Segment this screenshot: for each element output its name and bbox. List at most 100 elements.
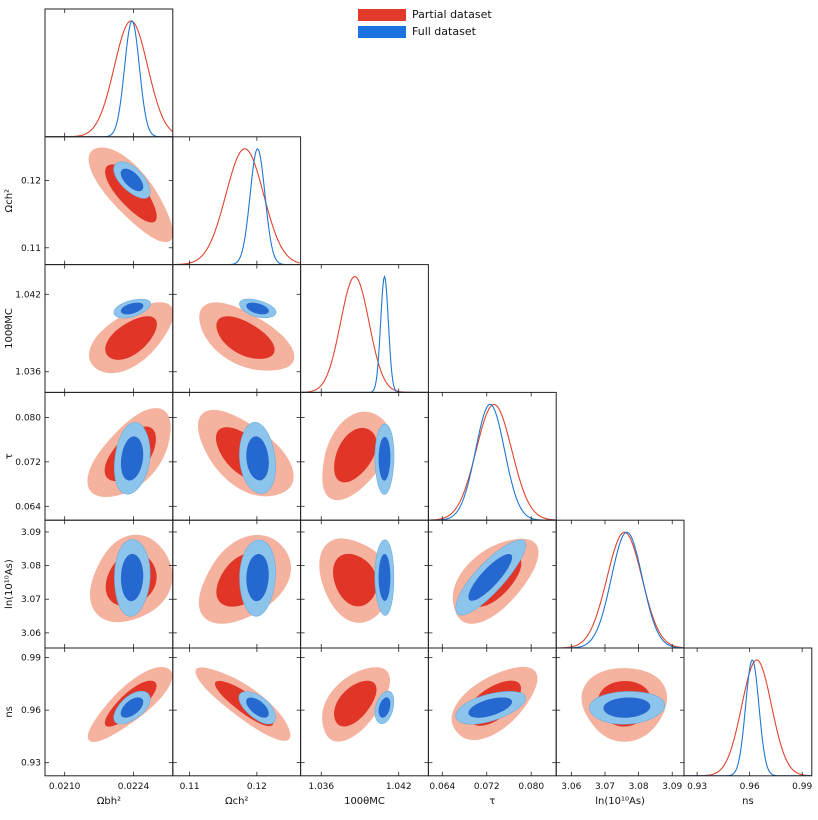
panel-tau-vs-logA xyxy=(427,519,557,649)
contour-full-68-tau-logA xyxy=(468,553,513,601)
y-tick-label-ns: 0.96 xyxy=(21,706,41,716)
marginal-partial-logA xyxy=(556,531,685,649)
contour-full-68-omch2-theta xyxy=(246,302,269,315)
contour-full-68-ombh2-omch2 xyxy=(120,168,144,192)
panel-omch2-vs-logA xyxy=(172,519,302,649)
contour-full-68-ombh2-ns xyxy=(120,697,144,718)
marginal-full-logA xyxy=(556,531,685,649)
panel-frame xyxy=(44,8,174,138)
y-tick-label-tau: 0.072 xyxy=(15,458,41,468)
x-tick-label-logA: 3.06 xyxy=(561,782,581,792)
x-axis-label-theta: 100θMC xyxy=(344,796,385,807)
y-axis-label-omch2: Ωch² xyxy=(4,189,15,213)
panel-tau-vs-ns xyxy=(427,647,557,777)
x-tick-label-logA: 3.09 xyxy=(662,782,682,792)
legend-item-partial: Partial dataset xyxy=(358,6,498,23)
panel-tau-vs-tau xyxy=(427,391,557,521)
panel-omch2-vs-theta xyxy=(172,264,302,393)
contour-full-68-theta-ns xyxy=(378,697,391,718)
contour-full-68-tau-ns xyxy=(468,697,513,718)
contour-partial-68-theta-logA xyxy=(333,553,378,607)
x-axis-label-logA: ln(10¹⁰As) xyxy=(595,796,645,807)
x-tick-label-ns: 0.93 xyxy=(687,782,707,792)
contour-full-68-omch2-logA xyxy=(246,554,269,602)
panel-ombh2-vs-tau xyxy=(44,391,174,521)
y-tick-label-omch2: 0.12 xyxy=(21,177,41,187)
contour-partial-68-theta-tau xyxy=(334,427,377,483)
contour-full-68-omch2-tau xyxy=(246,436,269,481)
panel-ombh2-vs-omch2 xyxy=(44,136,174,266)
contour-partial-68-theta-ns xyxy=(334,680,377,727)
legend-label-partial: Partial dataset xyxy=(412,8,492,21)
y-tick-label-tau: 0.064 xyxy=(15,502,41,512)
panel-ombh2-vs-ombh2 xyxy=(44,8,174,138)
panel-frame xyxy=(683,647,813,777)
y-axis-label-tau: τ xyxy=(4,453,15,459)
panel-theta-vs-tau xyxy=(300,391,429,521)
x-tick-label-ns: 0.96 xyxy=(740,782,760,792)
y-tick-label-tau: 0.080 xyxy=(15,413,41,423)
y-axis-label-ns: ns xyxy=(4,706,15,718)
x-tick-label-omch2: 0.12 xyxy=(247,782,267,792)
y-tick-label-omch2: 0.11 xyxy=(21,244,41,254)
panel-frame xyxy=(300,264,429,393)
contour-full-68-logA-ns xyxy=(603,697,651,718)
y-tick-label-ns: 0.93 xyxy=(21,759,41,769)
marginal-partial-ns xyxy=(684,659,812,776)
x-tick-label-tau: 0.072 xyxy=(474,782,500,792)
panel-frame xyxy=(555,519,685,649)
x-tick-label-tau: 0.064 xyxy=(429,782,455,792)
x-tick-label-ns: 0.99 xyxy=(792,782,812,792)
marginal-partial-tau xyxy=(428,403,557,521)
marginal-partial-omch2 xyxy=(172,148,301,265)
panel-logA-vs-logA xyxy=(555,519,685,649)
marginal-partial-ombh2 xyxy=(45,20,173,137)
y-tick-label-theta: 1.036 xyxy=(15,368,41,378)
x-tick-label-theta: 1.036 xyxy=(308,782,334,792)
panel-frame xyxy=(427,391,557,521)
marginal-partial-theta xyxy=(300,276,429,393)
contour-full-68-theta-logA xyxy=(378,553,391,601)
contour-full-68-omch2-ns xyxy=(246,697,269,718)
x-axis-label-ombh2: Ωbh² xyxy=(97,796,121,807)
panel-omch2-vs-ns xyxy=(172,647,302,777)
contour-full-68-theta-tau xyxy=(378,436,391,481)
y-axis-label-logA: ln(10¹⁰As) xyxy=(4,559,15,609)
panel-theta-vs-ns xyxy=(300,647,429,777)
marginal-full-tau xyxy=(428,403,557,521)
legend-swatch-full xyxy=(358,25,406,38)
panel-theta-vs-theta xyxy=(300,264,429,393)
x-tick-label-logA: 3.07 xyxy=(595,782,615,792)
panel-ombh2-vs-theta xyxy=(44,264,174,393)
x-tick-label-tau: 0.080 xyxy=(518,782,544,792)
x-tick-label-theta: 1.042 xyxy=(386,782,412,792)
legend: Partial dataset Full dataset xyxy=(358,6,498,40)
x-axis-label-tau: τ xyxy=(489,796,495,807)
marginal-full-ombh2 xyxy=(45,20,173,137)
contour-full-68-ombh2-logA xyxy=(120,553,144,602)
panel-omch2-vs-tau xyxy=(172,391,302,521)
y-tick-label-ns: 0.99 xyxy=(21,654,41,664)
legend-item-full: Full dataset xyxy=(358,23,498,40)
y-tick-label-theta: 1.042 xyxy=(15,290,41,300)
x-axis-label-omch2: Ωch² xyxy=(225,796,249,807)
panel-ombh2-vs-ns xyxy=(44,647,174,777)
x-axis-label-ns: ns xyxy=(742,796,754,807)
panel-logA-vs-ns xyxy=(555,647,685,777)
y-tick-label-logA: 3.07 xyxy=(21,595,41,605)
panel-omch2-vs-omch2 xyxy=(172,136,302,266)
y-axis-label-theta: 100θMC xyxy=(4,308,15,349)
panel-theta-vs-logA xyxy=(300,519,429,649)
legend-swatch-partial xyxy=(358,8,406,21)
contour-full-68-ombh2-theta xyxy=(120,302,144,315)
legend-label-full: Full dataset xyxy=(412,25,476,38)
x-tick-label-ombh2: 0.0210 xyxy=(49,782,81,792)
y-tick-label-logA: 3.09 xyxy=(21,528,41,538)
panel-frame xyxy=(172,136,302,266)
contour-partial-68-omch2-theta xyxy=(216,316,275,359)
x-tick-label-ombh2: 0.0224 xyxy=(118,782,150,792)
marginal-full-theta xyxy=(300,274,429,393)
panel-ns-vs-ns xyxy=(683,647,813,777)
contour-partial-68-ombh2-theta xyxy=(105,316,157,360)
